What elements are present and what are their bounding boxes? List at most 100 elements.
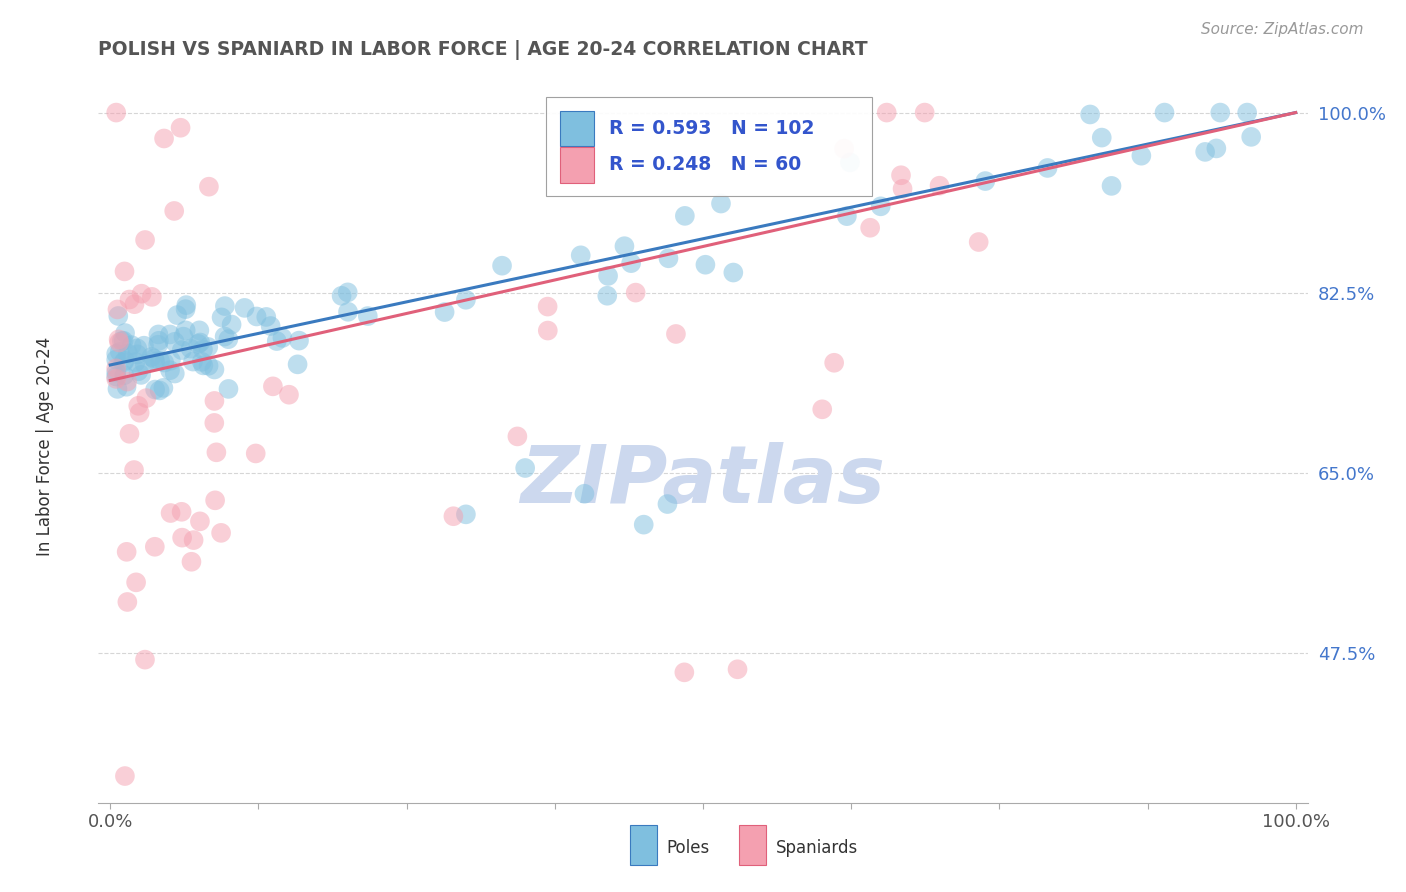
Point — [143, 383, 166, 397]
Point — [163, 367, 186, 381]
Point — [202, 416, 225, 430]
Point — [596, 289, 619, 303]
Point — [127, 399, 149, 413]
Point — [132, 339, 155, 353]
Bar — [561, 111, 595, 146]
Point — [204, 393, 226, 408]
Point — [180, 555, 202, 569]
Point — [245, 446, 267, 460]
Point — [620, 256, 643, 270]
Point — [1091, 130, 1114, 145]
Point — [115, 545, 138, 559]
Point — [193, 359, 215, 373]
Point — [217, 382, 239, 396]
Point — [214, 299, 236, 313]
Point — [1153, 105, 1175, 120]
Point — [143, 354, 166, 368]
Point — [890, 168, 912, 182]
Point — [537, 324, 560, 338]
Point — [112, 334, 135, 348]
Point — [114, 326, 136, 340]
Point — [491, 259, 513, 273]
Point — [288, 334, 311, 348]
Point — [114, 353, 136, 368]
Point — [153, 355, 176, 369]
Point — [190, 355, 212, 369]
Point — [613, 239, 636, 253]
Text: POLISH VS SPANIARD IN LABOR FORCE | AGE 20-24 CORRELATION CHART: POLISH VS SPANIARD IN LABOR FORCE | AGE … — [98, 40, 868, 60]
Point — [433, 305, 456, 319]
Point — [832, 142, 855, 156]
Point — [221, 318, 243, 332]
Point — [967, 235, 990, 249]
Text: Source: ZipAtlas.com: Source: ZipAtlas.com — [1201, 22, 1364, 37]
Point — [330, 289, 353, 303]
Point — [454, 508, 477, 522]
Point — [183, 533, 205, 547]
Point — [127, 364, 149, 378]
Point — [633, 517, 655, 532]
Point — [271, 331, 294, 345]
Point — [128, 406, 150, 420]
Point — [441, 509, 464, 524]
Point — [506, 429, 529, 443]
Point — [278, 387, 301, 401]
Point — [245, 310, 267, 324]
Point — [149, 384, 172, 398]
Point — [188, 323, 211, 337]
Point — [124, 355, 146, 369]
Point — [336, 285, 359, 300]
Point — [105, 369, 128, 384]
Point — [129, 368, 152, 382]
Point — [141, 290, 163, 304]
Point — [928, 178, 950, 193]
Point — [657, 497, 679, 511]
Point — [153, 131, 176, 145]
Point — [1101, 178, 1123, 193]
Point — [172, 329, 194, 343]
Text: Poles: Poles — [666, 839, 710, 857]
Point — [823, 356, 845, 370]
Point — [287, 357, 309, 371]
Point — [839, 155, 862, 169]
Point — [665, 326, 688, 341]
Point — [974, 174, 997, 188]
Point — [127, 342, 149, 356]
Text: Spaniards: Spaniards — [776, 839, 858, 857]
Point — [1236, 105, 1258, 120]
Point — [108, 344, 131, 359]
Point — [160, 353, 183, 368]
Point — [170, 343, 193, 358]
Point — [174, 298, 197, 312]
Point — [188, 514, 211, 528]
Point — [117, 595, 139, 609]
Point — [159, 363, 181, 377]
Point — [163, 334, 186, 349]
Point — [115, 380, 138, 394]
Point — [198, 179, 221, 194]
Point — [624, 285, 647, 300]
Point — [869, 199, 891, 213]
Point — [174, 302, 197, 317]
Point — [146, 338, 169, 352]
FancyBboxPatch shape — [546, 97, 872, 195]
Point — [125, 575, 148, 590]
Point — [112, 355, 135, 369]
Point — [574, 487, 596, 501]
Point — [148, 327, 170, 342]
Point — [859, 220, 882, 235]
Point — [159, 506, 181, 520]
Point — [266, 334, 288, 348]
Point — [105, 361, 128, 376]
Bar — [561, 147, 595, 183]
Text: R = 0.593   N = 102: R = 0.593 N = 102 — [609, 119, 814, 138]
Point — [131, 286, 153, 301]
Point — [141, 350, 163, 364]
Point — [217, 332, 239, 346]
Point — [159, 327, 181, 342]
Point — [117, 346, 139, 360]
Point — [112, 368, 135, 383]
Point — [673, 209, 696, 223]
Point — [114, 769, 136, 783]
Point — [197, 359, 219, 373]
